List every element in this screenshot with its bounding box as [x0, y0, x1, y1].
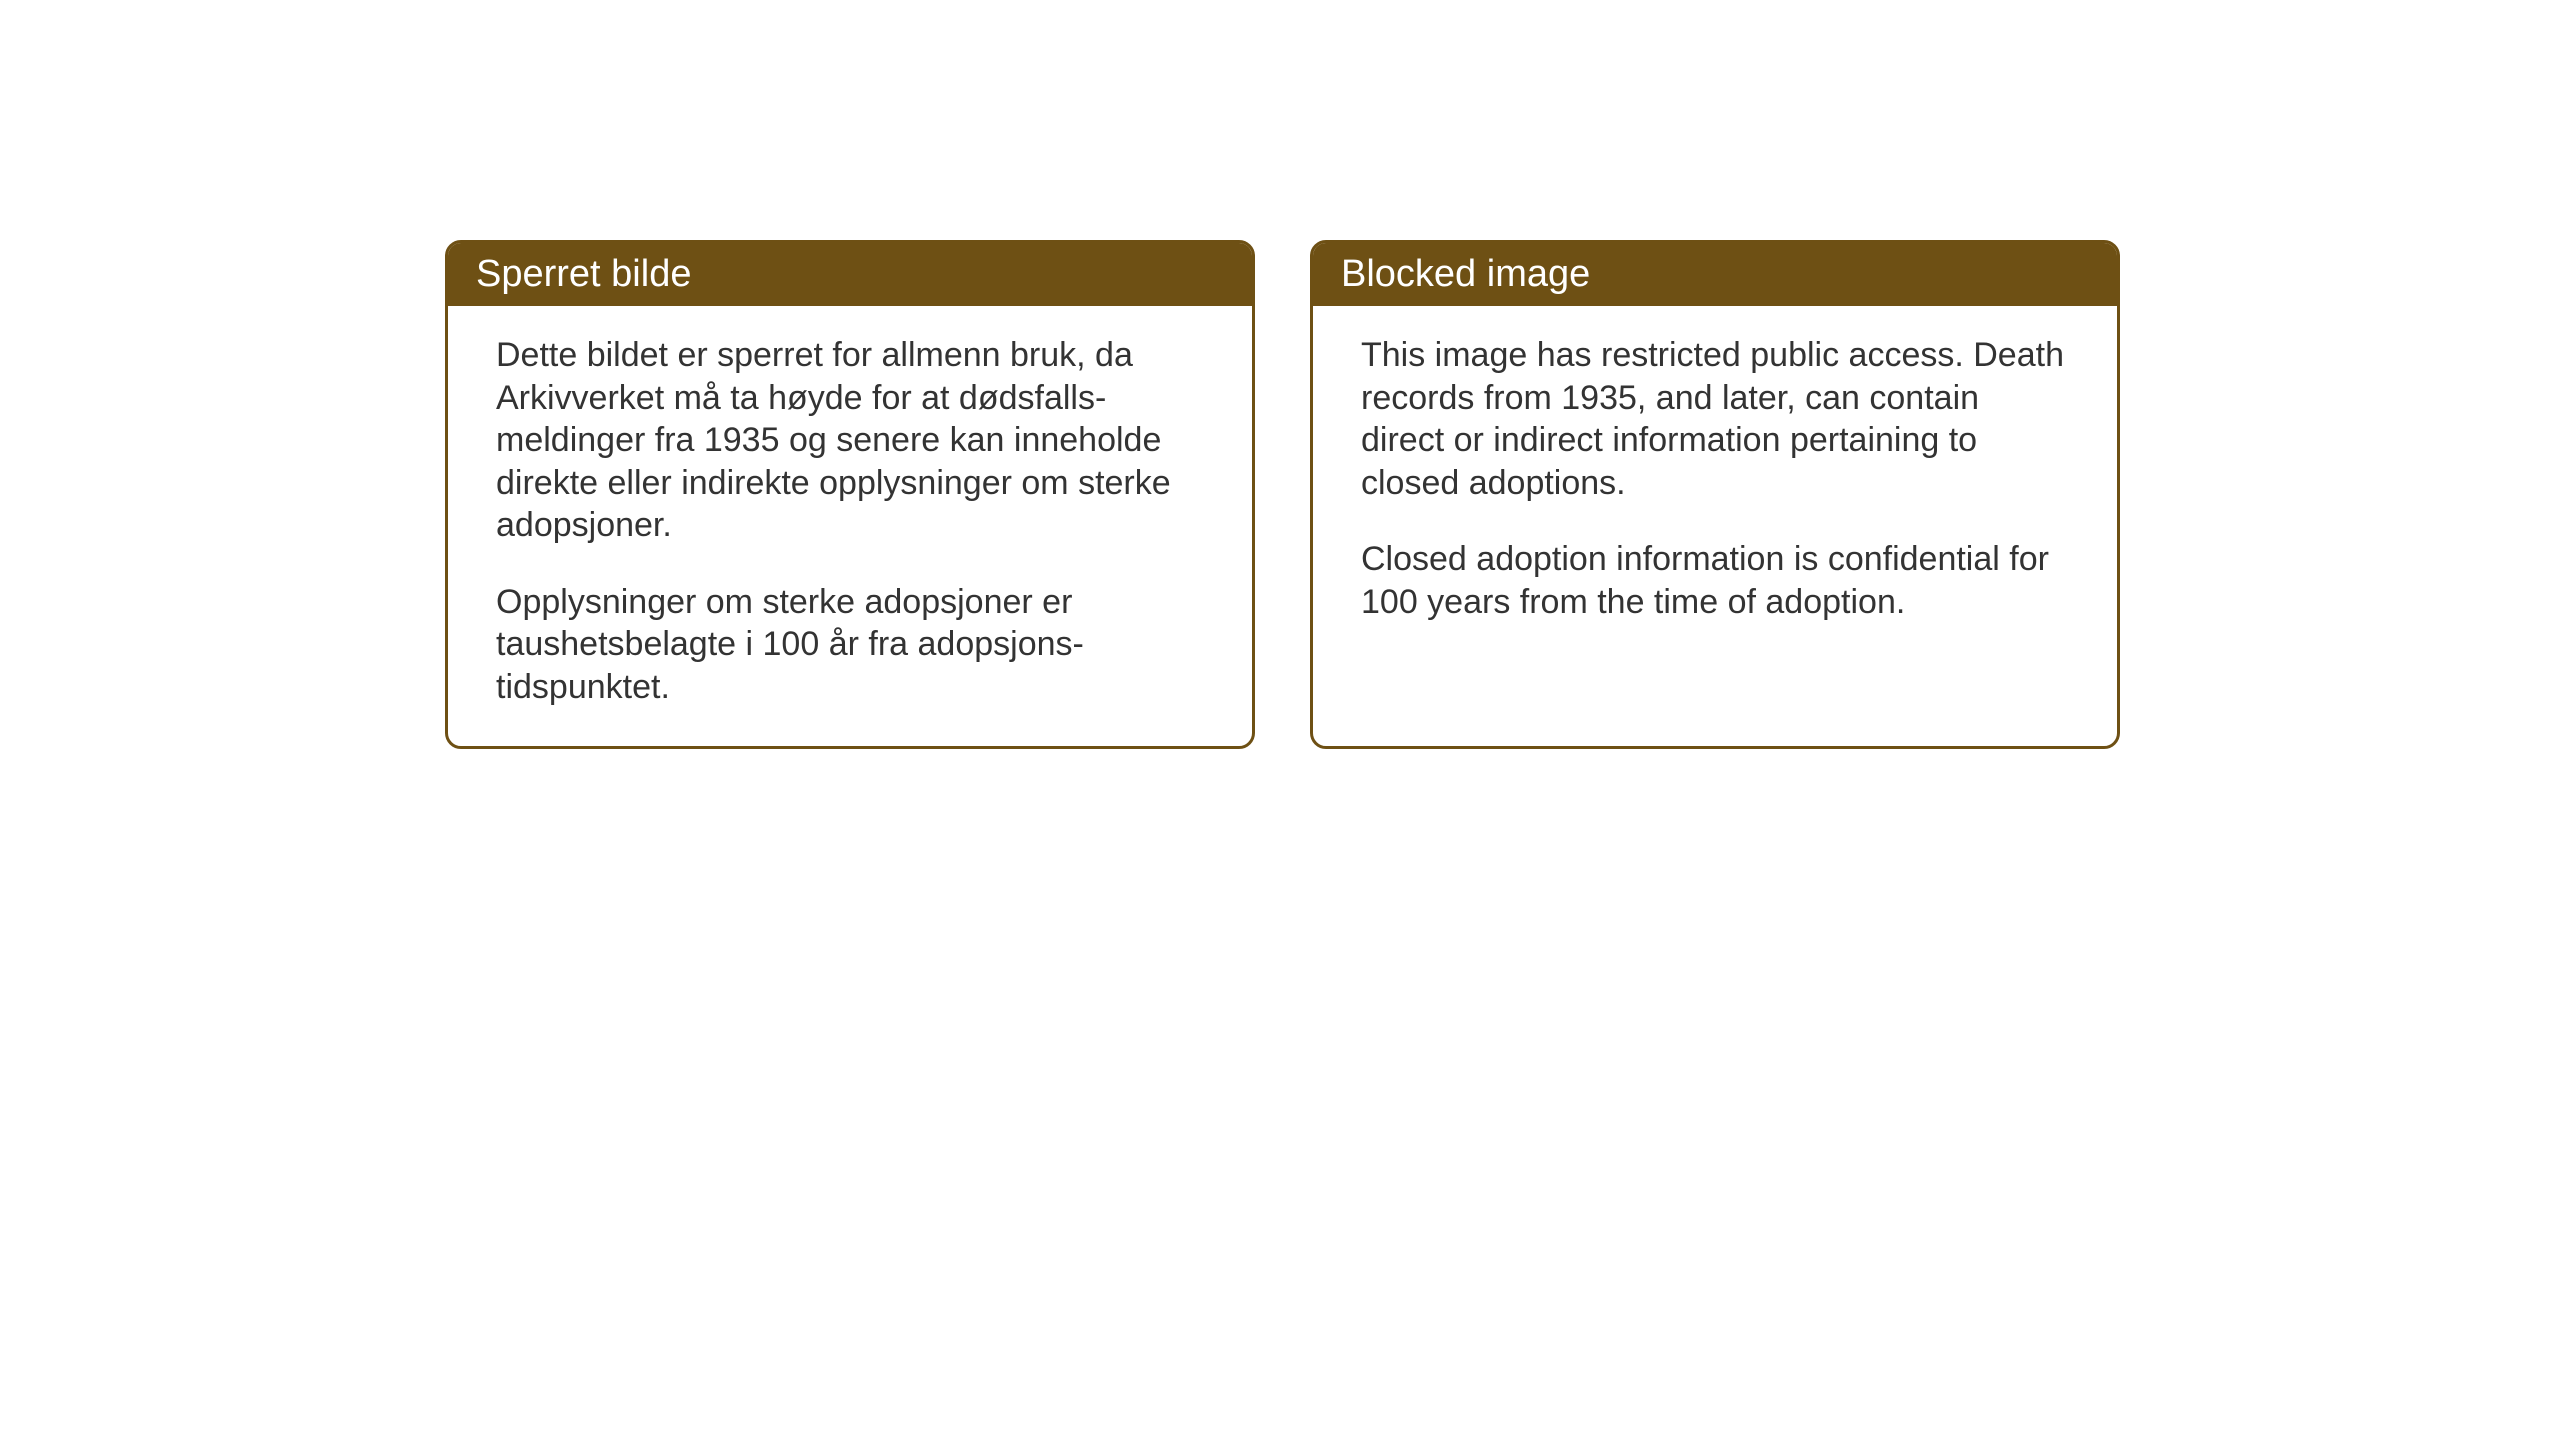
info-box-paragraph2-norwegian: Opplysninger om sterke adopsjoner er tau… — [496, 581, 1204, 709]
info-box-english: Blocked image This image has restricted … — [1310, 240, 2120, 749]
info-box-norwegian: Sperret bilde Dette bildet er sperret fo… — [445, 240, 1255, 749]
info-box-title-english: Blocked image — [1341, 253, 1590, 295]
info-boxes-container: Sperret bilde Dette bildet er sperret fo… — [445, 240, 2120, 749]
info-box-body-norwegian: Dette bildet er sperret for allmenn bruk… — [448, 306, 1252, 746]
info-box-paragraph2-english: Closed adoption information is confident… — [1361, 538, 2069, 623]
info-box-header-english: Blocked image — [1313, 243, 2117, 306]
info-box-paragraph1-norwegian: Dette bildet er sperret for allmenn bruk… — [496, 334, 1204, 547]
info-box-body-english: This image has restricted public access.… — [1313, 306, 2117, 736]
info-box-title-norwegian: Sperret bilde — [476, 253, 691, 295]
info-box-paragraph1-english: This image has restricted public access.… — [1361, 334, 2069, 504]
info-box-header-norwegian: Sperret bilde — [448, 243, 1252, 306]
